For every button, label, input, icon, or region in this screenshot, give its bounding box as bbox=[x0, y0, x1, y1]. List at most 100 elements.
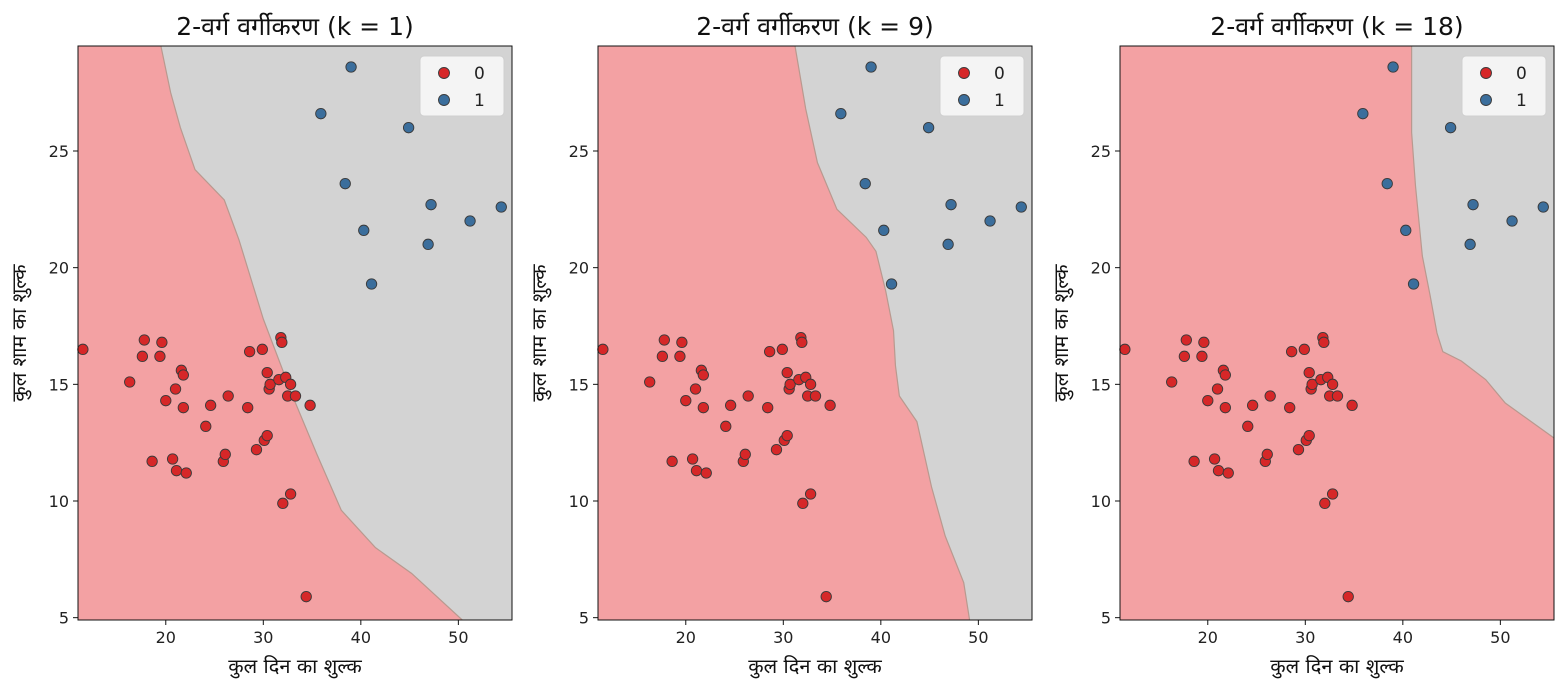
point-class-0 bbox=[300, 591, 312, 603]
y-tick-label: 25 bbox=[49, 142, 69, 161]
point-class-0 bbox=[1331, 390, 1344, 402]
point-class-1 bbox=[1464, 238, 1476, 250]
point-class-0 bbox=[804, 378, 817, 390]
point-class-0 bbox=[261, 430, 273, 442]
subplot-title: 2-वर्ग वर्गीकरण (k = 18) bbox=[1210, 12, 1463, 41]
point-class-1 bbox=[1444, 122, 1457, 134]
point-class-0 bbox=[200, 420, 212, 432]
axes-frame bbox=[597, 45, 1033, 621]
point-class-0 bbox=[180, 467, 192, 479]
point-class-0 bbox=[284, 378, 297, 390]
point-class-1 bbox=[422, 238, 434, 250]
point-class-1 bbox=[835, 108, 847, 120]
point-class-1 bbox=[984, 215, 996, 227]
point-class-0 bbox=[1342, 591, 1354, 603]
point-class-0 bbox=[284, 488, 297, 500]
x-tick-label: 40 bbox=[351, 628, 371, 647]
point-class-0 bbox=[1166, 376, 1178, 388]
x-tick-label: 50 bbox=[448, 628, 468, 647]
point-class-1 bbox=[1506, 215, 1518, 227]
legend-label-0: 0 bbox=[474, 64, 485, 84]
point-class-0 bbox=[1306, 378, 1318, 390]
point-class-0 bbox=[156, 336, 168, 348]
point-class-0 bbox=[154, 350, 166, 362]
legend-label-1: 1 bbox=[994, 91, 1005, 111]
point-class-1 bbox=[345, 61, 357, 73]
y-tick-label: 25 bbox=[569, 142, 589, 161]
point-class-1 bbox=[859, 178, 871, 190]
point-class-0 bbox=[243, 346, 256, 358]
point-class-0 bbox=[1196, 350, 1208, 362]
point-class-0 bbox=[264, 378, 276, 390]
legend: 01 bbox=[939, 55, 1025, 117]
point-class-0 bbox=[697, 369, 709, 381]
point-class-0 bbox=[1212, 465, 1225, 477]
point-class-1 bbox=[1381, 178, 1393, 190]
point-class-0 bbox=[1178, 350, 1191, 362]
y-tick-label: 25 bbox=[1091, 142, 1111, 161]
point-class-0 bbox=[136, 350, 149, 362]
legend-marker-1 bbox=[1480, 94, 1492, 106]
legend-box bbox=[419, 55, 505, 117]
legend-label-0: 0 bbox=[1516, 64, 1527, 84]
point-class-0 bbox=[170, 465, 183, 477]
point-class-0 bbox=[166, 453, 179, 465]
y-tick-label: 10 bbox=[1091, 492, 1111, 511]
y-tick-label: 20 bbox=[1091, 259, 1111, 278]
point-class-0 bbox=[304, 399, 316, 411]
point-class-1 bbox=[402, 122, 415, 134]
point-class-1 bbox=[865, 61, 877, 73]
point-class-0 bbox=[809, 390, 822, 402]
point-class-1 bbox=[885, 278, 898, 290]
y-tick-label: 10 bbox=[569, 492, 589, 511]
point-class-0 bbox=[762, 402, 774, 414]
point-class-0 bbox=[1211, 383, 1224, 395]
y-tick-label: 15 bbox=[49, 375, 69, 394]
point-class-1 bbox=[339, 178, 351, 190]
legend-label-1: 1 bbox=[474, 91, 485, 111]
point-class-0 bbox=[763, 346, 776, 358]
legend-marker-1 bbox=[958, 94, 970, 106]
subplot-title: 2-वर्ग वर्गीकरण (k = 1) bbox=[176, 12, 413, 41]
subplot-title: 2-वर्ग वर्गीकरण (k = 9) bbox=[696, 12, 933, 41]
point-class-0 bbox=[177, 369, 189, 381]
x-axis-label: कुल दिन का शुल्क bbox=[228, 654, 362, 679]
point-class-0 bbox=[781, 430, 793, 442]
y-tick-label: 20 bbox=[569, 259, 589, 278]
x-tick-label: 30 bbox=[253, 628, 273, 647]
point-class-0 bbox=[289, 390, 302, 402]
point-class-0 bbox=[797, 497, 809, 509]
point-class-0 bbox=[666, 455, 678, 467]
y-axis-label: कुल शाम का शुल्क bbox=[7, 264, 32, 402]
point-class-0 bbox=[824, 399, 836, 411]
point-class-1 bbox=[945, 199, 957, 211]
point-class-0 bbox=[820, 591, 832, 603]
point-class-0 bbox=[680, 395, 692, 407]
point-class-0 bbox=[1180, 334, 1192, 346]
point-class-1 bbox=[1467, 199, 1479, 211]
legend-marker-0 bbox=[438, 67, 450, 79]
point-class-1 bbox=[315, 108, 327, 120]
point-class-0 bbox=[1292, 444, 1305, 456]
point-class-0 bbox=[177, 402, 189, 414]
decision-boundary bbox=[1411, 46, 1554, 439]
x-tick-label: 20 bbox=[156, 628, 176, 647]
point-class-0 bbox=[658, 334, 670, 346]
point-class-0 bbox=[138, 334, 150, 346]
point-class-1 bbox=[464, 215, 476, 227]
y-tick-label: 20 bbox=[49, 259, 69, 278]
point-class-0 bbox=[739, 448, 751, 460]
point-class-1 bbox=[1387, 61, 1399, 73]
point-class-0 bbox=[1198, 336, 1210, 348]
point-class-0 bbox=[597, 343, 609, 355]
point-class-0 bbox=[690, 465, 703, 477]
point-class-1 bbox=[358, 224, 370, 236]
point-class-1 bbox=[922, 122, 935, 134]
point-class-0 bbox=[1298, 343, 1310, 355]
legend-marker-0 bbox=[958, 67, 970, 79]
point-class-0 bbox=[742, 390, 754, 402]
decision-region-1 bbox=[795, 46, 1032, 620]
point-class-1 bbox=[365, 278, 378, 290]
y-tick-label: 5 bbox=[59, 609, 69, 628]
